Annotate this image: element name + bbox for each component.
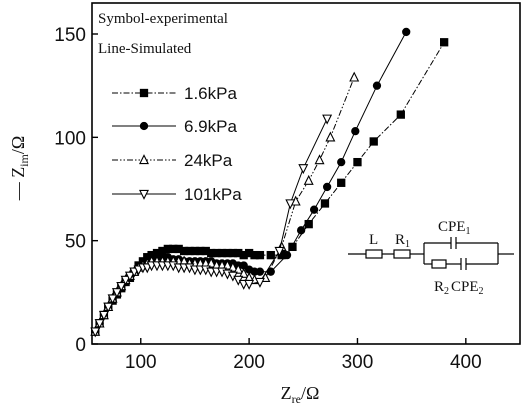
y-tick-label: 50 bbox=[65, 232, 86, 253]
x-tick-label: 300 bbox=[342, 352, 374, 373]
series-101kPa bbox=[90, 114, 333, 338]
x-axis-title: Zre/Ω bbox=[281, 383, 320, 405]
data-point bbox=[314, 154, 325, 165]
data-point bbox=[233, 263, 244, 274]
series-layer bbox=[90, 27, 449, 338]
plot-frame bbox=[91, 2, 521, 345]
x-axis-title-unit: /Ω bbox=[301, 383, 319, 403]
data-point bbox=[349, 71, 360, 82]
circuit-label-L: L bbox=[369, 232, 378, 248]
data-point bbox=[285, 199, 296, 210]
data-point bbox=[94, 319, 105, 330]
data-point bbox=[244, 279, 255, 290]
y-axis-title: — Zim/Ω bbox=[8, 136, 31, 202]
data-point bbox=[254, 277, 265, 288]
data-point bbox=[337, 178, 346, 187]
data-point bbox=[98, 310, 109, 321]
circuit-label-R1-sub: 1 bbox=[405, 239, 410, 250]
data-point bbox=[309, 205, 319, 214]
data-point bbox=[222, 259, 233, 270]
circuit-label-R2-main: R bbox=[434, 279, 444, 295]
data-point bbox=[369, 137, 378, 146]
circuit-label-CPE2-sub: 2 bbox=[479, 286, 484, 297]
data-point bbox=[303, 174, 314, 185]
series-line bbox=[94, 42, 445, 332]
data-point bbox=[206, 257, 217, 268]
x-tick-label: 200 bbox=[233, 352, 265, 373]
legend-marker bbox=[139, 88, 149, 98]
legend-label: 24kPa bbox=[184, 151, 233, 170]
data-point bbox=[266, 250, 275, 260]
data-point bbox=[255, 267, 265, 276]
data-point bbox=[107, 294, 118, 305]
y-tick-label: 150 bbox=[54, 25, 86, 46]
equivalent-circuit bbox=[348, 237, 514, 270]
data-point bbox=[282, 250, 292, 260]
circuit-resistor-R2 bbox=[431, 259, 447, 269]
legend-label: 6.9kPa bbox=[184, 117, 237, 136]
series-line bbox=[94, 77, 355, 332]
y-tick-label: 0 bbox=[75, 335, 86, 356]
data-point bbox=[255, 250, 265, 260]
circuit-label-R2-sub: 2 bbox=[444, 286, 449, 297]
legend-label: 101kPa bbox=[184, 185, 242, 204]
data-point bbox=[90, 327, 101, 338]
y-axis-title-main: — Z bbox=[8, 167, 28, 202]
circuit-inductor-L bbox=[365, 249, 383, 259]
y-axis-title-sub: im bbox=[17, 153, 31, 166]
data-point bbox=[238, 267, 249, 278]
data-point bbox=[227, 261, 238, 272]
legend-note-simulated: Line-Simulated bbox=[98, 41, 192, 57]
legend-marker bbox=[139, 189, 149, 200]
axis-ticks bbox=[92, 33, 467, 345]
data-point bbox=[298, 164, 309, 175]
data-point bbox=[103, 302, 114, 313]
y-axis-title-unit: /Ω bbox=[8, 136, 28, 154]
data-point bbox=[337, 157, 346, 167]
data-point bbox=[322, 114, 333, 125]
data-point bbox=[124, 271, 135, 282]
circuit-label-CPE1: CPE1 bbox=[438, 219, 471, 237]
data-point bbox=[296, 226, 306, 235]
legend: 1.6kPa 6.9kPa 24kPa 101kPa bbox=[112, 84, 242, 204]
data-point bbox=[322, 182, 332, 192]
data-point bbox=[440, 38, 449, 47]
data-point bbox=[372, 81, 382, 90]
data-point bbox=[320, 199, 330, 208]
legend-marker bbox=[139, 154, 149, 165]
data-point bbox=[353, 157, 362, 167]
data-point bbox=[396, 110, 405, 119]
axis-tick-labels: 100 200 300 400 0 50 100 150 bbox=[54, 25, 481, 373]
legend-note-experimental: Symbol-experimental bbox=[98, 11, 228, 27]
y-tick-label: 100 bbox=[54, 128, 86, 149]
data-point bbox=[111, 288, 122, 299]
circuit-label-R1: R1 bbox=[395, 232, 410, 250]
data-point bbox=[274, 246, 285, 257]
data-point bbox=[116, 281, 127, 292]
series-1.6kPa bbox=[91, 38, 449, 336]
circuit-label-CPE1-main: CPE bbox=[438, 219, 466, 235]
series-line bbox=[94, 31, 407, 332]
data-point bbox=[325, 131, 336, 142]
data-point bbox=[351, 126, 360, 136]
series-24kPa bbox=[90, 71, 360, 336]
x-axis-title-sub: re bbox=[292, 392, 301, 405]
circuit-resistor-R1 bbox=[393, 249, 411, 259]
series-6.9kPa bbox=[91, 27, 411, 336]
data-point bbox=[120, 275, 131, 286]
data-point bbox=[288, 242, 297, 252]
x-tick-label: 100 bbox=[125, 352, 157, 373]
circuit-label-CPE2-main: CPE bbox=[451, 279, 479, 295]
x-axis-title-main: Z bbox=[281, 383, 292, 403]
x-tick-label: 400 bbox=[450, 352, 482, 373]
circuit-label-CPE1-sub: 1 bbox=[466, 226, 471, 237]
circuit-label-R2-CPE2: R2 CPE2 bbox=[434, 279, 484, 297]
circuit-label-R1-main: R bbox=[395, 232, 405, 248]
data-point bbox=[402, 27, 411, 37]
legend-label: 1.6kPa bbox=[184, 84, 237, 103]
legend-marker bbox=[139, 121, 149, 131]
